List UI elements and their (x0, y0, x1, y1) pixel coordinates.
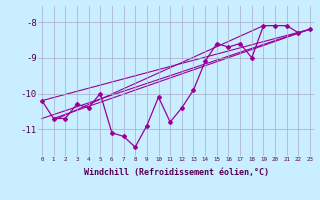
X-axis label: Windchill (Refroidissement éolien,°C): Windchill (Refroidissement éolien,°C) (84, 168, 268, 177)
